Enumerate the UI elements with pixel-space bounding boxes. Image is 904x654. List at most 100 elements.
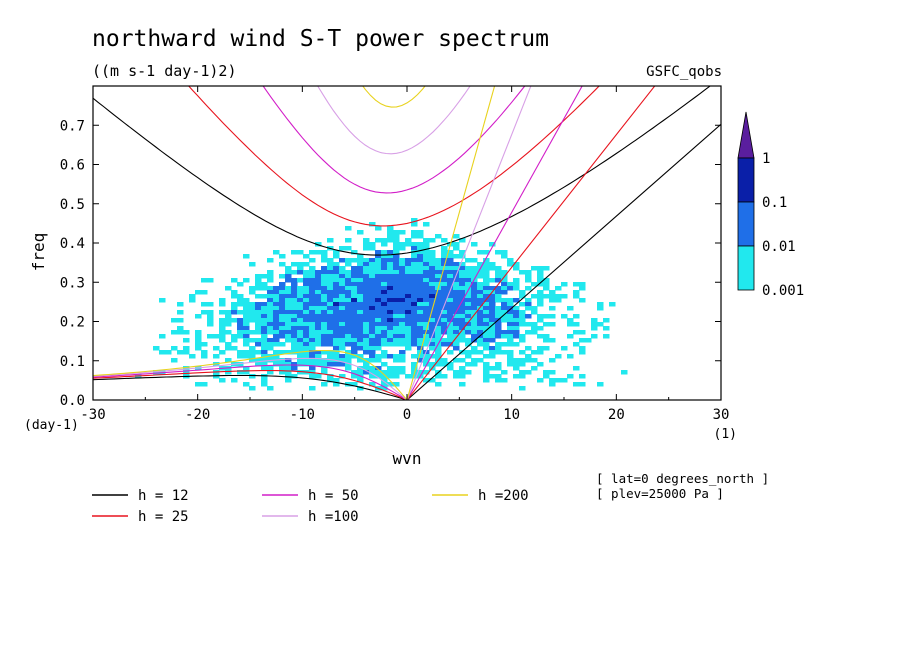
power-cell bbox=[447, 302, 454, 307]
power-cell bbox=[327, 306, 334, 311]
power-cell bbox=[459, 350, 466, 355]
power-cell bbox=[447, 254, 454, 259]
power-cell bbox=[369, 370, 376, 375]
power-cell bbox=[567, 354, 574, 359]
power-cell bbox=[363, 274, 370, 279]
power-cell bbox=[417, 286, 424, 291]
power-cell bbox=[381, 310, 388, 315]
power-cell bbox=[405, 342, 412, 347]
power-cell bbox=[243, 334, 250, 339]
power-cell bbox=[375, 254, 382, 259]
power-cell bbox=[261, 354, 268, 359]
power-cell bbox=[513, 366, 520, 371]
power-cell bbox=[303, 286, 310, 291]
power-cell bbox=[351, 382, 358, 387]
power-cell bbox=[267, 386, 274, 391]
power-cell bbox=[219, 302, 226, 307]
power-cell bbox=[297, 334, 304, 339]
power-cell bbox=[315, 322, 322, 327]
power-cell bbox=[207, 278, 214, 283]
power-cell bbox=[501, 318, 508, 323]
power-cell bbox=[525, 330, 532, 335]
power-cell bbox=[519, 362, 526, 367]
power-cell bbox=[261, 334, 268, 339]
power-cell bbox=[477, 330, 484, 335]
power-cell bbox=[315, 358, 322, 363]
power-cell bbox=[255, 330, 262, 335]
y-tick-label: 0.6 bbox=[60, 158, 85, 174]
power-cell bbox=[249, 314, 256, 319]
power-cell bbox=[393, 274, 400, 279]
power-cell bbox=[441, 274, 448, 279]
power-cell bbox=[363, 242, 370, 247]
power-cell bbox=[273, 294, 280, 299]
power-cell bbox=[345, 310, 352, 315]
power-cell bbox=[447, 262, 454, 267]
power-cell bbox=[333, 278, 340, 283]
power-cell bbox=[417, 278, 424, 283]
power-cell bbox=[219, 334, 226, 339]
power-cell bbox=[321, 382, 328, 387]
power-cell bbox=[345, 298, 352, 303]
power-cell bbox=[309, 286, 316, 291]
power-cell bbox=[423, 270, 430, 275]
power-cell bbox=[513, 374, 520, 379]
power-cell bbox=[459, 238, 466, 243]
x-tick-label: 10 bbox=[503, 407, 520, 423]
power-cell bbox=[405, 330, 412, 335]
power-cell bbox=[399, 306, 406, 311]
y-tick-label: 0.5 bbox=[60, 197, 85, 213]
power-cell bbox=[237, 310, 244, 315]
power-cell bbox=[357, 314, 364, 319]
power-cell bbox=[351, 370, 358, 375]
power-cell bbox=[207, 322, 214, 327]
power-cell bbox=[303, 294, 310, 299]
power-cell bbox=[285, 334, 292, 339]
power-cell bbox=[399, 354, 406, 359]
power-cell bbox=[393, 338, 400, 343]
power-cell bbox=[531, 366, 538, 371]
power-cell bbox=[501, 370, 508, 375]
power-cell bbox=[543, 338, 550, 343]
power-cell bbox=[471, 346, 478, 351]
power-cell bbox=[273, 286, 280, 291]
power-cell bbox=[351, 346, 358, 351]
power-cell bbox=[279, 370, 286, 375]
power-cell bbox=[351, 294, 358, 299]
power-cell bbox=[405, 338, 412, 343]
power-cell bbox=[423, 266, 430, 271]
power-cell bbox=[237, 282, 244, 287]
power-cell bbox=[399, 310, 406, 315]
power-cell bbox=[321, 306, 328, 311]
power-cell bbox=[417, 354, 424, 359]
power-cell bbox=[333, 338, 340, 343]
power-cell bbox=[441, 298, 448, 303]
power-cell bbox=[345, 334, 352, 339]
power-cell bbox=[405, 266, 412, 271]
power-cell bbox=[285, 278, 292, 283]
power-cell bbox=[315, 362, 322, 367]
power-cell bbox=[285, 350, 292, 355]
power-cell bbox=[603, 326, 610, 331]
power-cell bbox=[291, 262, 298, 267]
power-cell bbox=[285, 326, 292, 331]
power-cell bbox=[219, 298, 226, 303]
power-cell bbox=[447, 334, 454, 339]
power-cell bbox=[489, 302, 496, 307]
power-cell bbox=[381, 302, 388, 307]
power-cell bbox=[453, 342, 460, 347]
power-cell bbox=[501, 298, 508, 303]
power-cell bbox=[453, 298, 460, 303]
power-cell bbox=[537, 270, 544, 275]
power-cell bbox=[321, 322, 328, 327]
power-cell bbox=[207, 302, 214, 307]
power-cell bbox=[183, 366, 190, 371]
power-cell bbox=[321, 350, 328, 355]
power-cell bbox=[423, 262, 430, 267]
kelvin-ray-h200 bbox=[406, 86, 496, 400]
power-cell bbox=[537, 294, 544, 299]
power-cell bbox=[291, 294, 298, 299]
power-cell bbox=[255, 286, 262, 291]
power-cell bbox=[393, 314, 400, 319]
power-cell bbox=[579, 374, 586, 379]
